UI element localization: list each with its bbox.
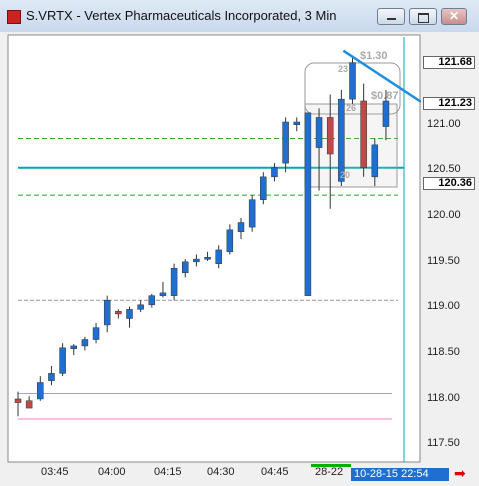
price-axis[interactable]: 121.00 120.50 120.00 119.50 119.00 118.5… (421, 32, 479, 464)
candle-body (14, 398, 22, 403)
candle-body (382, 100, 390, 127)
candle-body (148, 295, 156, 306)
candle-body (37, 382, 44, 400)
candle-body (25, 400, 33, 409)
candle-body (193, 258, 200, 263)
time-tick: 03:45 (41, 466, 69, 478)
candle-body (293, 121, 300, 125)
price-tick: 120.50 (427, 163, 461, 175)
price-chart[interactable]: $1.30 $0.87 23 26 20 (0, 32, 421, 464)
annotation-price-change: $0.87 (371, 90, 399, 102)
annotation-label: 23 (338, 64, 348, 74)
candle-body (70, 345, 77, 349)
price-tick: 119.50 (427, 255, 460, 267)
time-tick: 04:45 (261, 466, 289, 478)
candle-body (48, 373, 55, 381)
plot-area (7, 34, 421, 463)
candle-body (326, 117, 334, 155)
window-title: S.VRTX - Vertex Pharmaceuticals Incorpor… (26, 8, 337, 23)
candle-body (260, 176, 267, 200)
candle-body (248, 199, 256, 228)
candle-body (182, 261, 189, 274)
time-tick: 04:00 (98, 466, 126, 478)
candle-body (204, 257, 211, 260)
annotation-label: 20 (340, 170, 350, 180)
candle-body (59, 347, 66, 374)
minimize-button[interactable] (377, 8, 405, 25)
candle-body (137, 304, 144, 310)
candle-body (360, 100, 367, 168)
price-label-last: 121.23 (423, 97, 475, 110)
trend-line (342, 49, 421, 103)
candle-body (282, 121, 289, 164)
price-tick: 118.50 (427, 346, 460, 358)
current-time-label: 10-28-15 22:54 (351, 468, 449, 481)
candle-body (81, 339, 89, 347)
candle-body (271, 167, 278, 178)
close-button[interactable]: ✕ (441, 8, 467, 25)
price-label-high: 121.68 (423, 56, 475, 69)
price-tick: 118.00 (427, 392, 460, 404)
candle-body (115, 310, 122, 315)
candle-body (237, 222, 245, 232)
maximize-button[interactable] (409, 8, 437, 25)
candle-body (159, 292, 167, 296)
candle-body (226, 229, 234, 253)
candle-body (170, 267, 178, 296)
candle-body (338, 98, 345, 182)
price-tick: 119.00 (427, 300, 460, 312)
annotation-price-change: $1.30 (360, 50, 388, 62)
chart-window: $1.30 $0.87 23 26 20 121.00 120.50 120.00 11… (0, 32, 479, 486)
scroll-right-icon[interactable]: ➡ (454, 465, 466, 481)
time-tick: 04:30 (207, 466, 235, 478)
candle-body (215, 249, 222, 264)
candle-body (92, 327, 100, 340)
time-axis[interactable]: 03:45 04:00 04:15 04:30 04:45 28-22 (8, 465, 421, 482)
maximize-icon (418, 13, 429, 23)
candle-body (304, 112, 312, 296)
minimize-icon (387, 18, 396, 20)
candle-body (371, 144, 379, 178)
price-label-level: 120.36 (423, 177, 475, 190)
close-icon: ✕ (449, 9, 460, 23)
candle-body (103, 299, 111, 326)
price-tick: 120.00 (427, 209, 461, 221)
time-tick: 28-22 (315, 466, 344, 478)
app-icon (7, 10, 21, 24)
annotation-label: 26 (346, 103, 356, 113)
time-tick: 04:15 (154, 466, 182, 478)
candle-body (126, 309, 133, 319)
candle-body (349, 62, 356, 100)
candle-body (315, 117, 323, 148)
title-bar: S.VRTX - Vertex Pharmaceuticals Incorpor… (0, 0, 479, 33)
price-tick: 117.50 (427, 437, 460, 449)
price-tick: 121.00 (427, 118, 461, 130)
session-marker (311, 464, 351, 467)
